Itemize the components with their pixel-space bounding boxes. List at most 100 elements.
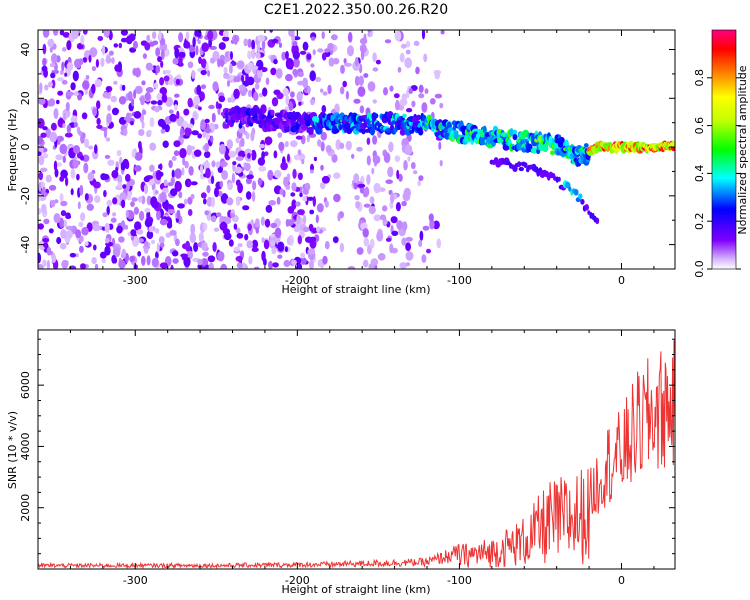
spectrogram-y-label: Frequency (Hz): [6, 109, 19, 192]
spectrogram-cell: [116, 150, 122, 157]
spectrogram-cell: [40, 132, 47, 138]
spectrogram-cell: [332, 236, 339, 244]
spectrogram-cell: [154, 228, 160, 234]
spectrogram-cell: [70, 82, 76, 91]
spectrogram-trace-cell: [523, 162, 528, 169]
spectrogram-trace-cell: [584, 204, 589, 211]
spectrogram-cell: [384, 39, 392, 44]
spectrogram-cell: [281, 51, 287, 61]
spectrogram-cell: [84, 241, 89, 246]
spectrogram-cell: [405, 236, 413, 242]
spectrogram-cell: [134, 85, 143, 95]
spectrogram-cell: [156, 209, 161, 221]
spectrogram-cell: [200, 69, 207, 76]
spectrogram-cell: [66, 124, 72, 134]
spectrogram-cell: [271, 38, 279, 44]
spectrogram-cell: [219, 180, 224, 188]
spectrogram-cell: [168, 109, 174, 114]
spectrogram-cell: [230, 51, 233, 60]
spectrogram-cell: [382, 205, 388, 212]
spectrogram-cell: [184, 127, 192, 137]
spectrogram-cell: [120, 161, 126, 171]
spectrogram-cell: [79, 245, 84, 253]
spectrogram-cell: [38, 171, 44, 181]
spectrogram-cell: [354, 57, 359, 67]
snr-y-tick-label: 2000: [19, 494, 32, 522]
spectrogram-cell: [233, 246, 240, 252]
spectrogram-cell: [117, 174, 123, 185]
spectrogram-cell: [278, 141, 285, 151]
spectrogram-cell: [80, 134, 85, 144]
spectrogram-cell: [134, 152, 143, 161]
spectrogram-cell: [418, 175, 424, 182]
spectrogram-cell: [38, 151, 42, 156]
spectrogram-cell: [53, 108, 59, 120]
spectrogram-cell: [258, 165, 267, 172]
spectrogram-cell: [418, 93, 425, 99]
spectrogram-cell: [207, 70, 211, 77]
spectrogram-cell: [325, 145, 332, 154]
spectrogram-cell: [121, 84, 126, 91]
spectrogram-cell: [38, 181, 42, 192]
spectrogram-cell: [156, 242, 160, 254]
spectrogram-cell: [204, 142, 209, 152]
spectrogram-cell: [65, 101, 70, 112]
spectrogram-cell: [164, 69, 171, 74]
spectrogram-cell: [296, 91, 303, 102]
spectrogram-cell: [254, 83, 260, 90]
spectrogram-cell: [65, 176, 69, 187]
spectrogram-cell: [111, 254, 117, 264]
spectrogram-cell: [173, 150, 180, 157]
spectrogram-cell: [61, 259, 69, 269]
spectrogram-cell: [373, 182, 381, 194]
spectrogram-cell: [238, 84, 246, 91]
spectrogram-cell: [116, 225, 123, 234]
spectrogram-cell: [126, 190, 132, 201]
spectrogram-cell: [192, 36, 196, 48]
spectrogram-cell: [47, 38, 55, 48]
spectrogram-cell: [201, 241, 208, 251]
spectrogram-cell: [61, 47, 67, 52]
spectrogram-cell: [72, 159, 79, 169]
spectrogram-cell: [77, 201, 81, 210]
spectrogram-cell: [184, 160, 189, 169]
spectrogram-cell: [152, 40, 159, 46]
spectrogram-cell: [228, 150, 237, 158]
spectrogram-cell: [172, 57, 179, 65]
spectrogram-cell: [216, 212, 222, 218]
spectrogram-cell: [82, 80, 90, 90]
spectrogram-cell: [43, 242, 47, 248]
spectrogram-cell: [271, 97, 279, 107]
spectrogram-cell: [41, 65, 48, 72]
spectrogram-cell: [271, 246, 277, 255]
spectrogram-cell: [80, 212, 86, 222]
spectrogram-cell: [395, 202, 401, 212]
spectrogram-cell: [235, 137, 240, 144]
spectrogram-cell: [383, 152, 391, 164]
spectrogram-cell: [56, 162, 62, 167]
spectrogram-cell: [42, 259, 47, 267]
spectrogram-cell: [419, 230, 424, 241]
spectrogram-cell: [198, 106, 202, 111]
spectrogram-cell: [209, 57, 216, 64]
spectrogram-cell: [160, 128, 166, 134]
spectrogram-cell: [356, 247, 364, 255]
snr-panel: -300 -200 -100 0 2000 4000 6000 Height of str…: [6, 329, 676, 596]
spectrogram-cell: [302, 214, 307, 225]
spectrogram-cell: [200, 192, 207, 199]
spectrogram-cell: [306, 196, 315, 201]
spectrogram-cell: [168, 160, 173, 169]
spectrogram-cell: [92, 108, 97, 116]
spectrogram-cell: [436, 238, 442, 249]
spectrogram-cell: [357, 86, 366, 97]
spectrogram-cell: [257, 177, 263, 186]
spectrogram-cell: [78, 130, 83, 136]
spectrogram-cell: [293, 154, 300, 161]
spectrogram-cell: [222, 30, 229, 38]
spectrogram-cell: [233, 36, 238, 45]
spectrogram-cell: [369, 196, 375, 204]
spectrogram-cell: [194, 30, 199, 37]
spectrogram-cell: [251, 247, 259, 253]
spectrogram-cell: [385, 237, 392, 242]
spectrogram-cell: [46, 259, 50, 269]
